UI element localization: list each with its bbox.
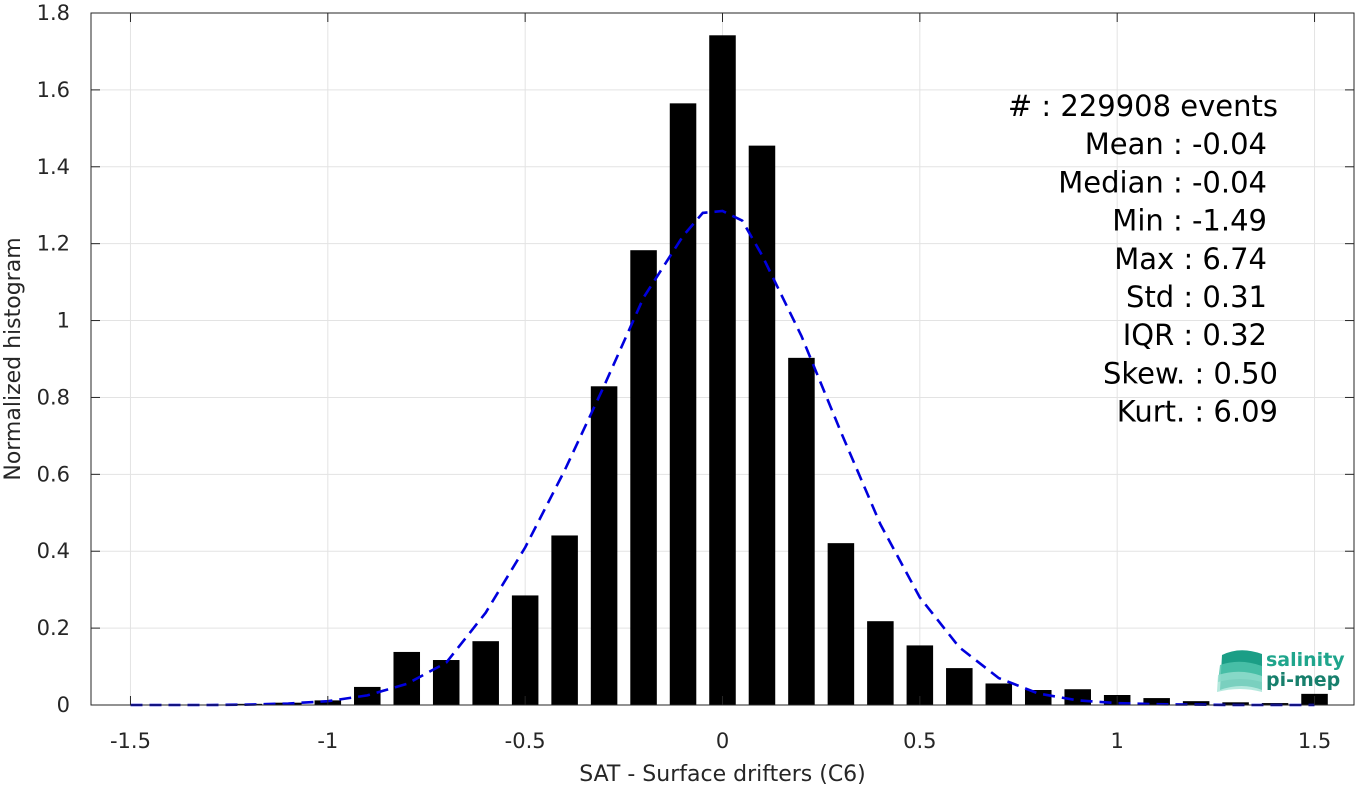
stat-mean: Mean : -0.04	[1085, 127, 1267, 161]
x-tick-label-4: 0.5	[903, 729, 936, 753]
histogram-bar-28	[1222, 702, 1249, 705]
y-tick-label-8: 1.6	[37, 78, 70, 102]
histogram-bar-17	[788, 357, 815, 705]
histogram-bar-22	[985, 683, 1013, 705]
stat-std: Std : 0.31	[1126, 280, 1267, 314]
x-tick-label-6: 1.5	[1298, 729, 1331, 753]
y-tick-label-9: 1.8	[37, 1, 70, 25]
x-tick-label-1: -1	[317, 729, 338, 753]
logo-text-pi-mep: pi-mep	[1266, 669, 1340, 691]
y-tick-label-0: 0	[57, 693, 70, 717]
histogram-bar-14	[669, 103, 697, 706]
histogram-bar-21	[946, 668, 973, 705]
stat-iqr: IQR : 0.32	[1123, 318, 1267, 352]
logo-text-salinity: salinity	[1266, 649, 1345, 671]
y-tick-label-4: 0.8	[37, 385, 70, 409]
y-tick-label-2: 0.4	[37, 539, 70, 563]
x-tick-label-3: 0	[716, 729, 729, 753]
wave-logo-icon	[1217, 650, 1262, 692]
y-tick-label-3: 0.6	[37, 462, 70, 486]
histogram-bar-26	[1143, 698, 1170, 705]
x-tick-label-5: 1	[1111, 729, 1124, 753]
y-tick-labels: 0 0.2 0.4 0.6 0.8 1 1.2 1.4 1.6 1.8	[37, 1, 70, 717]
gaussian-fit-curve	[130, 209, 1315, 707]
histogram-bar-18	[827, 543, 855, 705]
histogram-bar-20	[906, 645, 934, 705]
y-tick-label-7: 1.4	[37, 155, 70, 179]
stat-median: Median : -0.04	[1058, 165, 1267, 199]
stat-max: Max : 6.74	[1114, 242, 1267, 276]
y-tick-label-1: 0.2	[37, 616, 70, 640]
statistics-annotation: # : 229908 events Mean : -0.04 Median : -0…	[1008, 89, 1278, 429]
histogram-bar-19	[867, 621, 894, 705]
stat-skew: Skew. : 0.50	[1103, 356, 1278, 390]
histogram-bar-12	[590, 386, 618, 705]
stat-events: # : 229908 events	[1008, 89, 1278, 123]
histogram-bar-24	[1064, 689, 1091, 705]
stat-min: Min : -1.49	[1112, 204, 1267, 238]
x-tick-label-0: -1.5	[110, 729, 151, 753]
salinity-pi-mep-logo: salinity pi-mep	[1217, 649, 1345, 692]
y-tick-label-5: 1	[57, 309, 70, 333]
histogram-bar-16	[748, 145, 776, 706]
axis-ticks	[91, 12, 1354, 706]
x-tick-label-2: -0.5	[505, 729, 546, 753]
y-axis-label: Normalized histogram	[1, 237, 26, 480]
histogram-bar-9	[472, 641, 499, 705]
y-tick-label-6: 1.2	[37, 232, 70, 256]
histogram-bar-11	[551, 535, 578, 705]
histogram-bar-10	[511, 595, 539, 705]
histogram-bar-15	[709, 35, 736, 705]
histogram-bar-13	[630, 250, 657, 706]
stat-kurt: Kurt. : 6.09	[1117, 395, 1278, 429]
x-axis-label: SAT - Surface drifters (C6)	[579, 762, 866, 785]
histogram-bar-23	[1024, 690, 1052, 705]
histogram-bar-27	[1182, 701, 1210, 705]
x-tick-labels: -1.5 -1 -0.5 0 0.5 1 1.5	[110, 729, 1331, 753]
